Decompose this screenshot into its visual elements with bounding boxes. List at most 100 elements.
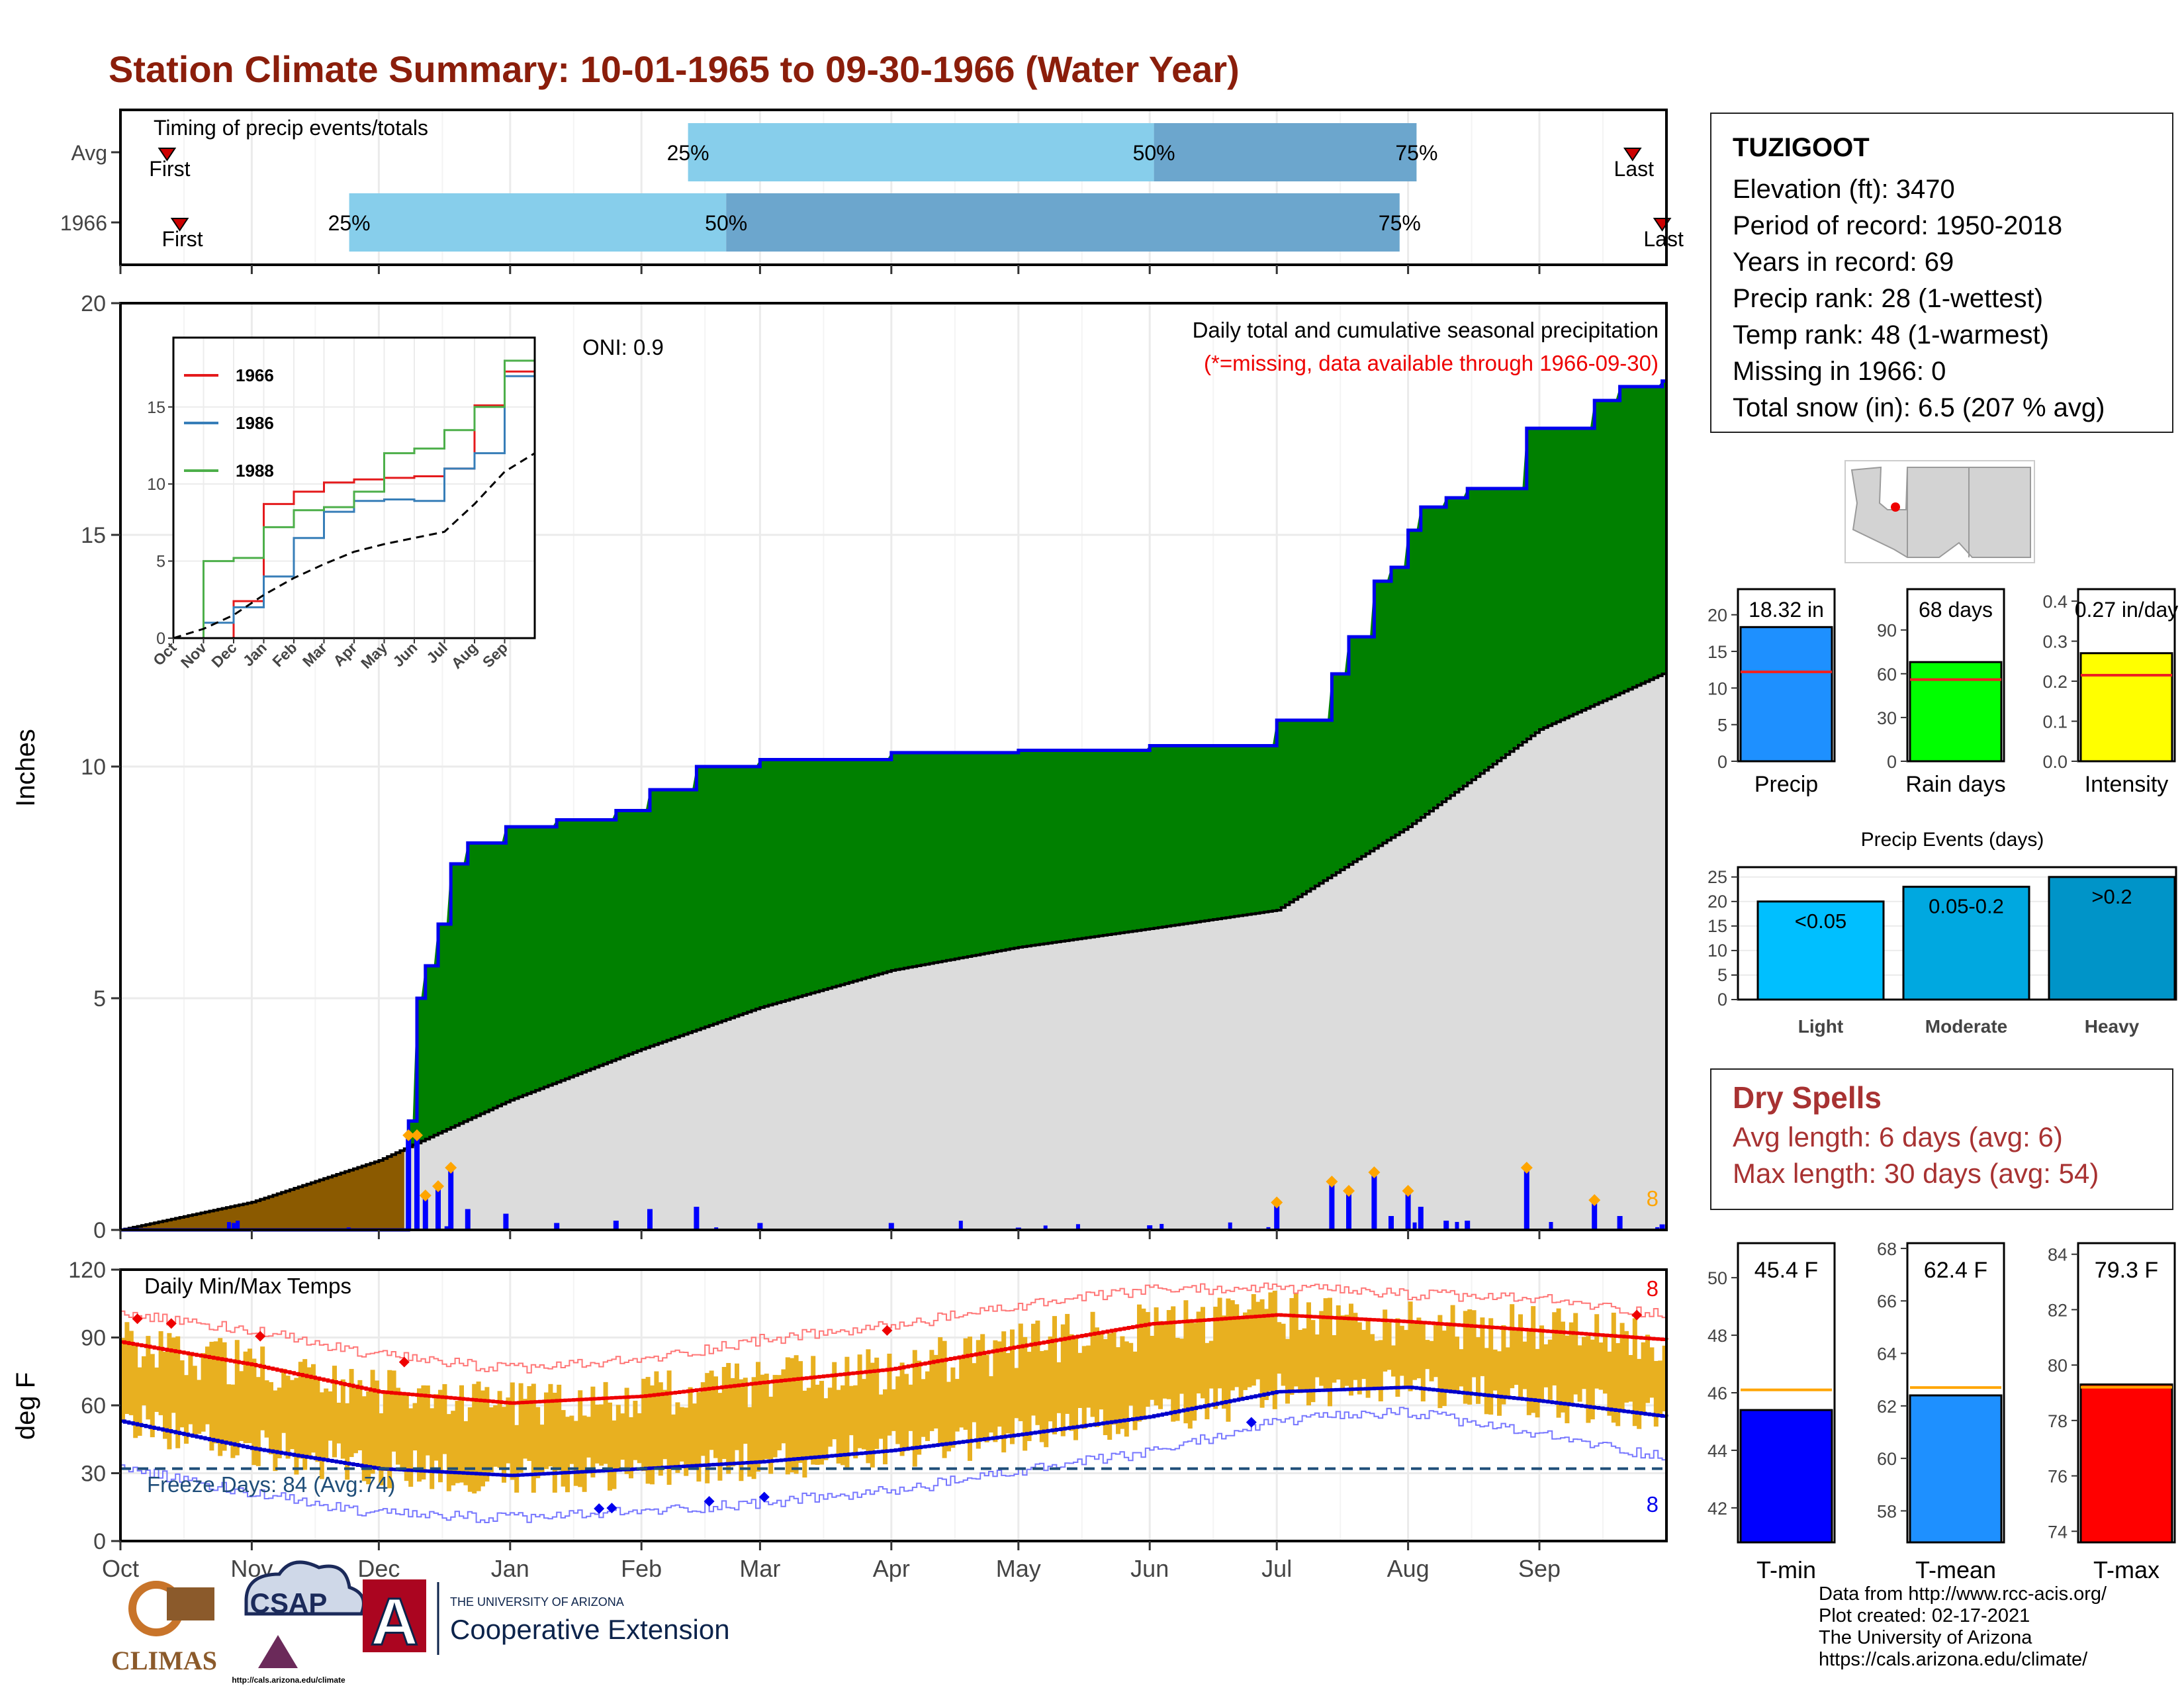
daily-temp-bar — [506, 1397, 511, 1464]
max-count-label: 8 — [1647, 1276, 1659, 1301]
events-y-tick-label: 25 — [1707, 867, 1727, 887]
tbar-x-label: T-mean — [1915, 1556, 1996, 1583]
daily-temp-bar — [1099, 1331, 1104, 1410]
daily-temp-bar — [357, 1380, 363, 1450]
daily-temp-bar — [1653, 1360, 1659, 1427]
temp-ylabel: deg F — [11, 1372, 40, 1440]
y-tick-label: 120 — [68, 1258, 106, 1283]
event-bar-label: >0.2 — [2091, 885, 2132, 908]
station-name: TUZIGOOT — [1733, 133, 1870, 162]
daily-temp-bar — [260, 1346, 265, 1430]
daily-precip-bar — [236, 1221, 240, 1230]
timing-row-label: 1966 — [60, 211, 107, 235]
x-tick-label: Oct — [102, 1555, 139, 1582]
daily-temp-bar — [806, 1387, 811, 1456]
first-marker — [170, 218, 189, 232]
daily-temp-bar — [721, 1366, 727, 1460]
daily-temp-bar — [1086, 1345, 1091, 1408]
daily-temp-bar — [586, 1417, 591, 1458]
mini-frame — [1737, 588, 1836, 763]
daily-temp-bar — [1594, 1314, 1600, 1389]
daily-temp-bar — [366, 1391, 371, 1485]
daily-temp-bar — [696, 1392, 702, 1482]
daily-temp-bar — [1374, 1340, 1379, 1391]
daily-temp-bar — [349, 1369, 354, 1458]
daily-temp-bar — [391, 1370, 396, 1452]
daily-temp-bar — [624, 1387, 629, 1474]
daily-temp-bar — [425, 1385, 430, 1456]
daily-temp-bar — [1145, 1312, 1150, 1407]
daily-precip-bar — [694, 1207, 700, 1230]
daily-precip-bar — [1405, 1193, 1411, 1230]
daily-temp-bar — [688, 1387, 693, 1470]
daily-temp-bar — [1569, 1322, 1574, 1405]
daily-temp-bar — [679, 1407, 684, 1462]
daily-temp-bar — [650, 1385, 655, 1485]
daily-temp-bar — [844, 1356, 850, 1468]
daily-temp-bar — [1514, 1331, 1519, 1385]
inset-y-tick-label: 15 — [147, 399, 165, 417]
daily-temp-bar — [853, 1385, 858, 1459]
daily-precip-bar — [1443, 1221, 1449, 1230]
daily-temp-bar — [1336, 1305, 1341, 1380]
daily-precip-bar — [422, 1197, 428, 1230]
daily-temp-bar — [938, 1337, 943, 1445]
daily-temp-bar — [421, 1385, 426, 1479]
daily-temp-bar — [1264, 1309, 1269, 1401]
daily-temp-bar — [1484, 1348, 1489, 1415]
min-count-label: 8 — [1647, 1492, 1659, 1517]
daily-temp-bar — [1590, 1339, 1595, 1420]
timing-bar-light — [349, 193, 727, 252]
daily-temp-bar — [467, 1407, 473, 1492]
x-tick-label: Mar — [739, 1555, 780, 1582]
daily-temp-bar — [841, 1385, 845, 1466]
daily-temp-bar — [1370, 1334, 1375, 1390]
daily-temp-bar — [578, 1390, 583, 1487]
daily-temp-bar — [1467, 1309, 1473, 1405]
daily-temp-bar — [142, 1356, 146, 1405]
climas-logo-mark — [167, 1587, 214, 1620]
tbar-y-tick-label: 82 — [2048, 1300, 2068, 1320]
daily-temp-bar — [925, 1371, 930, 1441]
daily-temp-bar — [654, 1371, 659, 1468]
daily-temp-bar — [666, 1370, 672, 1485]
daily-temp-bar — [510, 1382, 515, 1480]
timing-panel: First Last 25% 50% 75% Avg First Last 25% 50% 75% 1… — [60, 109, 1684, 274]
credit-line: https://cals.arizona.edu/climate/ — [1819, 1649, 2088, 1670]
daily-temp-bar — [1395, 1318, 1400, 1397]
daily-temp-bar — [993, 1340, 998, 1442]
record-high-marker — [882, 1325, 893, 1336]
daily-precip-bar — [1147, 1225, 1153, 1230]
daily-temp-bar — [150, 1354, 155, 1438]
y-tick-label: 30 — [81, 1462, 106, 1487]
daily-precip-bar — [1043, 1225, 1048, 1230]
tbar-y-tick-label: 84 — [2048, 1245, 2068, 1265]
daily-precip-bar — [1075, 1224, 1080, 1230]
daily-precip-bar — [435, 1221, 440, 1230]
daily-temp-bar — [1416, 1317, 1422, 1379]
daily-temp-bar — [548, 1383, 553, 1467]
ua-line2: Cooperative Extension — [450, 1614, 730, 1645]
daily-temp-bar — [1357, 1322, 1362, 1395]
station-elevation: Elevation (ft): 3470 — [1733, 175, 1955, 204]
csap-url: http://cals.arizona.edu/climate — [232, 1675, 345, 1685]
record-marker — [432, 1180, 444, 1192]
daily-temp-bar — [1031, 1323, 1036, 1416]
daily-temp-bar — [878, 1394, 884, 1439]
x-tick-label: Sep — [1518, 1555, 1561, 1582]
daily-temp-bar — [290, 1380, 295, 1450]
daily-temp-bar — [1302, 1328, 1307, 1391]
daily-precip-bar — [435, 1188, 441, 1230]
daily-temp-bar — [1162, 1321, 1167, 1399]
credit-line: Plot created: 02-17-2021 — [1819, 1605, 2030, 1626]
mini-bar — [2079, 652, 2173, 763]
daily-temp-bar — [768, 1396, 774, 1474]
daily-temp-bar — [213, 1341, 218, 1444]
daily-precip-bar — [1160, 1223, 1164, 1230]
daily-temp-bar — [248, 1348, 252, 1443]
daily-temp-bar — [133, 1343, 138, 1438]
timing-caption: Timing of precip events/totals — [154, 116, 428, 140]
daily-temp-bar — [1255, 1301, 1261, 1380]
daily-precip-bar — [1266, 1227, 1271, 1230]
daily-temp-bar — [713, 1376, 718, 1458]
